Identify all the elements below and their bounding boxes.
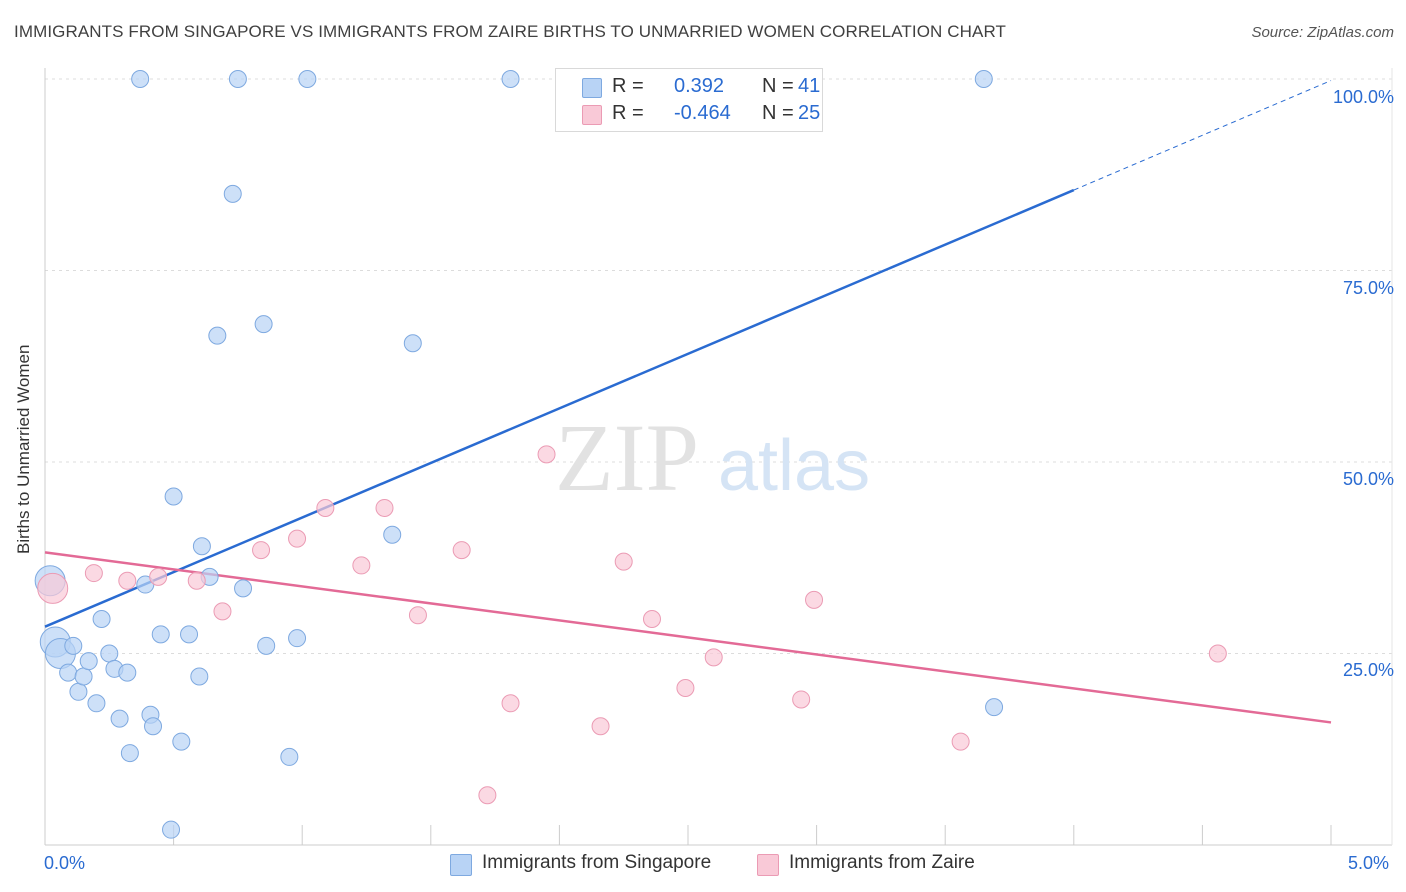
singapore-point (192, 537, 211, 556)
zaire-point (187, 571, 206, 590)
watermark-zip: ZIP (555, 404, 699, 511)
singapore-point (118, 663, 137, 682)
singapore-point (280, 747, 299, 766)
zaire-point (316, 498, 335, 517)
zaire-point (252, 541, 271, 560)
singapore-point (254, 315, 273, 334)
singapore-point (110, 709, 129, 728)
zaire-point (614, 552, 633, 571)
zaire-point (792, 690, 811, 709)
watermark-atlas: atlas (718, 426, 870, 506)
singapore-point (257, 636, 276, 655)
singapore-point (501, 70, 520, 88)
zaire-swatch (757, 854, 779, 876)
n-label: N = (762, 75, 794, 97)
singapore-point (151, 625, 170, 644)
legend-label: Immigrants from Zaire (789, 852, 975, 873)
singapore-point (69, 682, 88, 701)
singapore-point (162, 820, 181, 839)
zaire-point (452, 541, 471, 560)
singapore-point (74, 667, 93, 686)
zaire-point (537, 445, 556, 464)
singapore-point (190, 667, 209, 686)
zaire-point (84, 564, 103, 583)
y-axis-label: Births to Unmarried Women (14, 344, 33, 554)
singapore-point (120, 744, 139, 763)
singapore-point (403, 334, 422, 353)
zaire-point (37, 572, 69, 604)
zaire-point (288, 529, 307, 548)
singapore-point (87, 694, 106, 713)
y-tick-100: 100.0% (1332, 87, 1394, 107)
singapore-swatch (582, 78, 602, 98)
singapore-point (92, 610, 111, 629)
singapore-point (234, 579, 253, 598)
singapore-point (131, 70, 150, 88)
r-value: -0.464 (674, 102, 731, 124)
y-tick-75: 75.0% (1342, 278, 1394, 298)
singapore-trend-extension (1073, 80, 1332, 191)
zaire-point (375, 498, 394, 517)
y-tick-50: 50.0% (1342, 469, 1394, 489)
singapore-swatch (450, 854, 472, 876)
singapore-point (383, 525, 402, 544)
zaire-point (591, 717, 610, 736)
stats-legend: R = 0.392 N = 41 R = -0.464 N = 25 (555, 68, 823, 132)
singapore-point (985, 698, 1004, 717)
singapore-point (64, 636, 83, 655)
singapore-point (223, 184, 242, 203)
axes (44, 68, 1393, 846)
singapore-point (144, 717, 163, 736)
trend-lines (44, 80, 1332, 724)
zaire-point (118, 571, 137, 590)
zaire-point (1208, 644, 1227, 663)
n-value: 41 (798, 75, 821, 97)
zaire-point (642, 610, 661, 629)
zaire-point (676, 678, 695, 697)
legend-label: Immigrants from Singapore (482, 852, 712, 873)
n-label: N = (762, 102, 794, 124)
n-value: 25 (798, 102, 821, 124)
watermark: ZIP atlas (555, 404, 870, 511)
x-tick-min: 0.0% (44, 853, 86, 873)
zaire-point (501, 694, 520, 713)
r-label: R = (612, 102, 644, 124)
zaire-point (408, 606, 427, 625)
singapore-point (172, 732, 191, 751)
zaire-point (478, 786, 497, 805)
singapore-point (228, 70, 247, 88)
singapore-point (974, 70, 993, 88)
singapore-point (208, 326, 227, 345)
zaire-point (704, 648, 723, 667)
zaire-point (149, 567, 168, 586)
singapore-point (164, 487, 183, 506)
chart-title: IMMIGRANTS FROM SINGAPORE VS IMMIGRANTS … (14, 22, 1006, 41)
y-tick-25: 25.0% (1342, 660, 1394, 680)
singapore-point (59, 663, 78, 682)
zaire-trend-line (44, 551, 1332, 724)
zaire-point (352, 556, 371, 575)
r-label: R = (612, 75, 644, 97)
singapore-point (79, 652, 98, 671)
r-value: 0.392 (674, 75, 725, 97)
x-tick-max: 5.0% (1348, 853, 1390, 873)
gridlines (45, 78, 1392, 654)
source-label: Source: ZipAtlas.com (1251, 24, 1394, 41)
zaire-point (951, 732, 970, 751)
singapore-trend-line (44, 188, 1075, 628)
singapore-point (100, 644, 119, 663)
singapore-point (288, 629, 307, 648)
zaire-swatch (582, 105, 602, 125)
zaire-points (37, 445, 1227, 805)
singapore-point (180, 625, 199, 644)
singapore-point (298, 70, 317, 88)
zaire-point (213, 602, 232, 621)
zaire-point (805, 590, 824, 609)
